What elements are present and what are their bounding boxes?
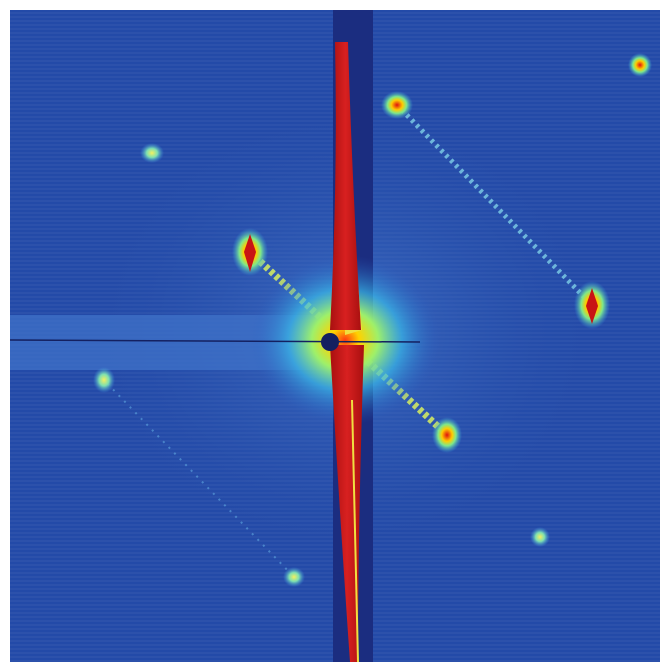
spot: [93, 367, 115, 393]
central-glow: [250, 255, 440, 425]
spot-core: [244, 234, 256, 272]
spindle-upper: [330, 42, 361, 330]
spindle-edge: [351, 399, 359, 663]
beamstop: [321, 333, 339, 351]
spot-core: [586, 288, 598, 324]
spot: [140, 143, 164, 163]
spots: [93, 53, 652, 587]
spot: [530, 527, 550, 547]
streak: [395, 103, 594, 307]
spot: [628, 53, 652, 77]
spot: [432, 417, 462, 453]
beam-spindle: [9, 42, 421, 663]
beamstop-line: [9, 339, 421, 343]
spot: [381, 91, 413, 119]
spot: [283, 567, 305, 587]
